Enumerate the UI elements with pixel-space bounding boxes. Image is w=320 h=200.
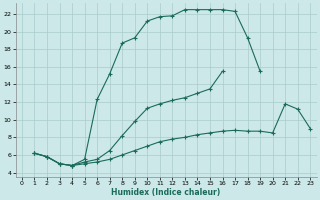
X-axis label: Humidex (Indice chaleur): Humidex (Indice chaleur) [111,188,221,197]
